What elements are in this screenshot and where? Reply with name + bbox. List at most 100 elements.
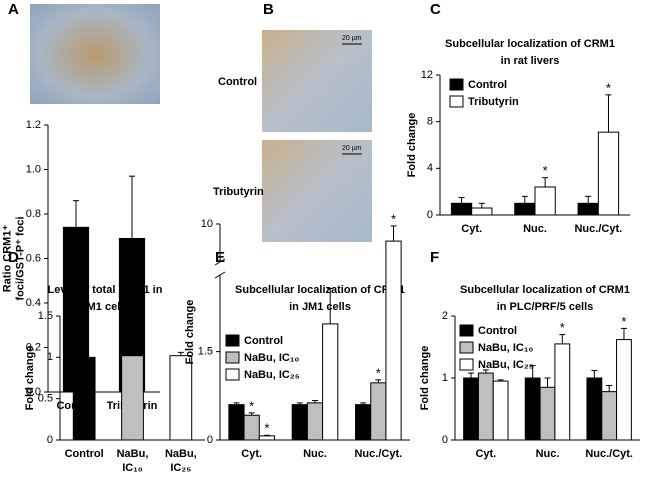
micrograph (262, 30, 372, 132)
bar (554, 343, 571, 441)
x-tick-label: NaBu, (117, 448, 149, 460)
bar (291, 404, 308, 441)
scale-label: 20 µm (342, 145, 362, 152)
x-tick-label: NaBu, (165, 448, 197, 460)
chart-title: Subcellular localization of CRM1 (235, 284, 405, 296)
bar (169, 355, 193, 441)
bar (355, 404, 372, 441)
bar (471, 207, 493, 216)
bar (228, 404, 245, 441)
y-tick-label: 4 (427, 162, 433, 174)
panel-label: D (8, 249, 19, 266)
axis-break (214, 271, 226, 279)
x-tick-label: Nuc./Cyt. (574, 223, 622, 235)
y-axis-label: Ratio CRM1⁺ (1, 225, 13, 293)
chart-title: in rat livers (501, 55, 560, 67)
significance-mark: * (264, 421, 269, 436)
significance-mark: * (560, 320, 565, 335)
bar (534, 186, 556, 216)
bar (577, 202, 599, 216)
y-tick-label: 0 (427, 209, 433, 221)
bar (258, 435, 275, 441)
bar (463, 377, 479, 441)
x-tick-label: IC₂₅ (170, 462, 191, 474)
bar (539, 386, 556, 441)
significance-mark: * (621, 314, 626, 329)
panel-label: C (430, 1, 441, 18)
y-axis-label: Fold change (24, 346, 36, 411)
y-tick-label: 0.5 (38, 393, 53, 405)
legend-label: NaBu, IC₂₅ (478, 359, 534, 371)
y-tick-label: 0 (442, 434, 448, 446)
significance-mark: * (391, 211, 396, 226)
y-tick-label: 1 (47, 351, 53, 363)
micrograph (262, 140, 372, 242)
image-label: Tributyrin (213, 186, 264, 198)
bar (121, 355, 144, 441)
x-tick-label: Nuc./Cyt. (354, 448, 402, 460)
chart-title: Subcellular localization of CRM1 (460, 284, 630, 296)
bar (492, 380, 509, 441)
y-tick-label: 0 (47, 434, 53, 446)
chart-title: Subcellular localization of CRM1 (445, 38, 615, 50)
panel-label: A (8, 1, 19, 18)
bar (385, 240, 402, 441)
legend-swatch (449, 78, 464, 91)
bar (370, 382, 387, 441)
legend-swatch (459, 341, 474, 354)
chart-title: Level of total CRM1 in (48, 284, 163, 296)
y-axis-label: Fold change (419, 346, 431, 411)
chart-title: in PLC/PRF/5 cells (497, 301, 594, 313)
bar (524, 377, 541, 441)
y-tick-label: 1 (442, 372, 448, 384)
bar (306, 402, 324, 441)
bar (322, 323, 339, 441)
y-tick-label: 0.2 (26, 341, 41, 353)
y-tick-label: 1.0 (26, 163, 41, 175)
significance-mark: * (249, 398, 254, 413)
significance-mark: * (376, 365, 381, 380)
x-tick-label: Nuc. (536, 448, 560, 460)
legend-swatch (459, 358, 474, 371)
micrograph (30, 4, 160, 104)
x-tick-label: Nuc. (523, 223, 547, 235)
legend-swatch (459, 324, 474, 337)
legend-label: Tributyrin (468, 96, 519, 108)
legend-label: Control (468, 79, 507, 91)
x-tick-label: Cyt. (241, 448, 262, 460)
legend-swatch (449, 95, 464, 108)
x-tick-label: Nuc. (303, 448, 327, 460)
y-tick-label: 1.2 (26, 119, 41, 131)
bar (601, 391, 618, 441)
bar (597, 131, 620, 216)
legend-swatch (225, 351, 240, 364)
x-tick-label: Nuc./Cyt. (585, 448, 633, 460)
x-tick-label: IC₁₀ (122, 462, 143, 474)
bar (243, 414, 260, 441)
y-tick-label: 1.5 (198, 346, 213, 358)
legend-label: NaBu, IC₂₅ (244, 369, 300, 381)
y-tick-label: 12 (421, 69, 433, 81)
legend-swatch (225, 334, 240, 347)
legend-label: Control (244, 335, 283, 347)
axis-break (214, 258, 226, 266)
y-tick-label: 0 (207, 434, 213, 446)
bar (72, 356, 96, 441)
legend-label: Control (478, 325, 517, 337)
y-axis-label: foci/GST-P⁺ foci (14, 216, 26, 300)
x-tick-label: Cyt. (475, 448, 496, 460)
y-tick-label: 0.6 (26, 252, 41, 264)
panel-label: B (263, 1, 274, 18)
y-axis-label: Fold change (184, 300, 196, 365)
significance-mark: * (543, 163, 548, 178)
bar (514, 202, 536, 216)
y-tick-label: 2 (442, 310, 448, 322)
bar (450, 202, 473, 216)
x-tick-label: Cyt. (461, 223, 482, 235)
scale-label: 20 µm (342, 35, 362, 42)
bar (616, 339, 632, 441)
y-axis-label: Fold change (406, 113, 418, 178)
significance-mark: * (606, 80, 611, 95)
bar (477, 372, 494, 441)
